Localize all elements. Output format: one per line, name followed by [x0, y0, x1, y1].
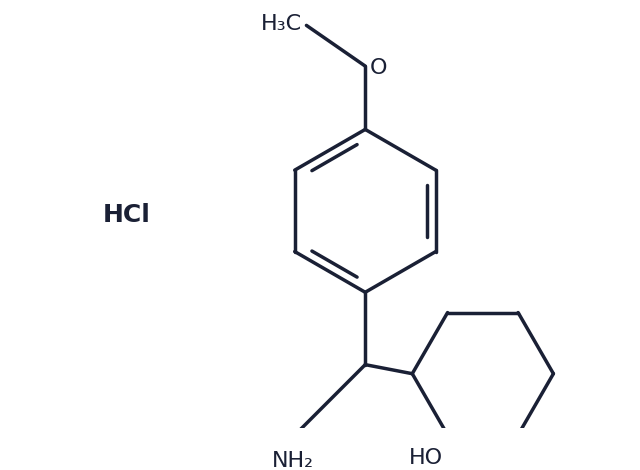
Text: HCl: HCl — [103, 204, 151, 227]
Text: O: O — [370, 58, 387, 78]
Text: HO: HO — [409, 448, 443, 469]
Text: NH₂: NH₂ — [272, 451, 314, 470]
Text: H₃C: H₃C — [260, 14, 302, 33]
